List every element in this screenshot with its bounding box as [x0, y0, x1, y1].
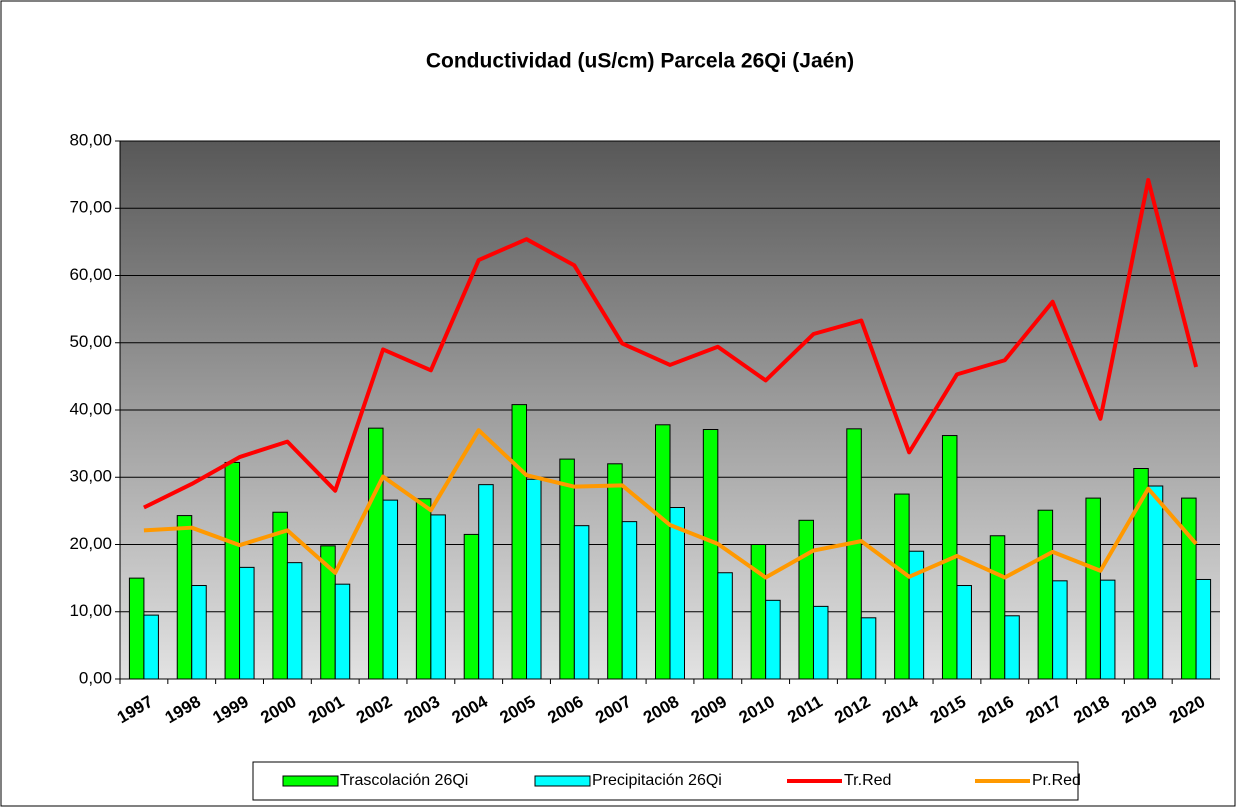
- bar: [573, 525, 590, 680]
- bar: [286, 562, 303, 680]
- y-tick-label: 70,00: [69, 198, 112, 217]
- bar: [1147, 485, 1164, 680]
- bar: [382, 499, 399, 680]
- bar: [511, 404, 528, 680]
- bar: [989, 535, 1006, 680]
- chart-title: Conductividad (uS/cm) Parcela 26Qi (Jaén…: [426, 50, 854, 73]
- legend-label: Precipitación 26Qi: [592, 772, 722, 789]
- bar: [1099, 579, 1116, 680]
- line: [143, 178, 1199, 510]
- legend-box: [252, 761, 1079, 801]
- y-tick-label: 60,00: [69, 265, 112, 284]
- y-tick-label: 80,00: [69, 130, 112, 149]
- legend-swatch: [282, 775, 339, 787]
- line: [143, 428, 1198, 580]
- bar: [669, 507, 685, 680]
- bar: [812, 605, 829, 680]
- legend-label: Pr.Red: [1032, 772, 1081, 789]
- bar: [1052, 580, 1068, 680]
- bar: [717, 572, 733, 680]
- bar: [702, 429, 719, 680]
- bar: [956, 585, 972, 680]
- bar: [860, 617, 877, 680]
- y-tick-label: 30,00: [69, 467, 112, 486]
- bar: [798, 519, 814, 680]
- y-tick-label: 10,00: [69, 601, 112, 620]
- bar: [846, 428, 862, 680]
- y-tick-label: 20,00: [69, 534, 112, 553]
- bar: [272, 511, 288, 680]
- bar: [191, 585, 207, 680]
- bar: [430, 514, 446, 680]
- y-tick-label: 40,00: [69, 399, 112, 418]
- y-tick-label: 0,00: [79, 668, 112, 687]
- bar: [1004, 615, 1020, 680]
- bar: [750, 544, 767, 680]
- bar: [765, 599, 781, 680]
- bar: [607, 463, 623, 680]
- bar: [143, 614, 159, 680]
- y-tick-label: 50,00: [69, 332, 112, 351]
- bar: [621, 521, 638, 680]
- bar: [239, 566, 255, 680]
- bar: [368, 427, 384, 680]
- bar: [1181, 497, 1197, 680]
- legend-label: Trascolación 26Qi: [340, 772, 468, 789]
- bar: [478, 484, 494, 680]
- bar: [526, 478, 542, 680]
- bar: [463, 533, 480, 680]
- bar: [176, 515, 193, 680]
- bar: [894, 493, 910, 680]
- bar: [415, 498, 432, 680]
- bar: [128, 577, 145, 680]
- bar: [559, 458, 575, 680]
- bar: [1195, 578, 1212, 680]
- bar: [224, 461, 241, 680]
- legend-swatch: [534, 775, 591, 787]
- legend-label: Tr.Red: [844, 772, 891, 789]
- bar: [1037, 509, 1054, 680]
- bar: [1085, 497, 1101, 680]
- bar: [334, 583, 351, 680]
- bar: [655, 424, 671, 680]
